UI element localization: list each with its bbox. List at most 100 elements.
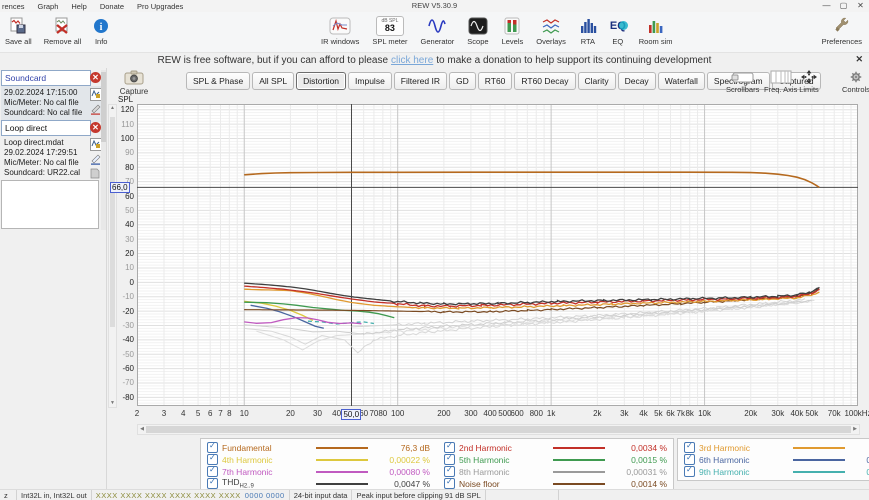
tab-all-spl[interactable]: All SPL	[252, 72, 294, 90]
distortion-plot[interactable]	[137, 104, 858, 406]
legend-checkbox[interactable]	[444, 478, 455, 489]
legend-value: 0,00031 %	[611, 467, 667, 477]
legend-value: 0,0015 %	[611, 455, 667, 465]
main-toolbar: Save all Remove all i Info IR windows	[0, 12, 869, 53]
donation-link[interactable]: click here	[391, 55, 433, 66]
freq-axis-button[interactable]: Freq. Axis	[764, 70, 797, 94]
legend-row-3rd-harmonic: 3rd Harmonic 0,0025 %	[684, 442, 869, 453]
capture-button[interactable]: Capture	[112, 70, 156, 96]
legend-line-sample	[316, 483, 368, 485]
tab-filtered-ir[interactable]: Filtered IR	[394, 72, 447, 90]
y-tick: 20	[104, 249, 134, 258]
minimize-button[interactable]: —	[818, 0, 835, 12]
y-axis-title: SPL	[118, 95, 133, 104]
scope-button[interactable]: Scope	[464, 14, 491, 48]
scrollbars-button[interactable]: Scrollbars	[726, 70, 759, 94]
notes-icon[interactable]	[90, 166, 101, 177]
legend-line-sample	[316, 447, 368, 449]
measurement-name-input[interactable]: Loop direct	[1, 120, 91, 136]
room-sim-button[interactable]: Room sim	[636, 14, 676, 48]
edit-pencil-icon[interactable]	[90, 102, 101, 113]
maximize-button[interactable]: ▢	[835, 0, 852, 12]
cursor-y-readout: 66,0	[110, 182, 130, 193]
tab-rt60[interactable]: RT60	[478, 72, 513, 90]
legend-checkbox[interactable]	[684, 466, 695, 477]
measurement-mic-cal: Mic/Meter: No cal file	[4, 98, 101, 108]
close-button[interactable]: ✕	[852, 0, 869, 12]
legend-checkbox[interactable]	[684, 442, 695, 453]
legend-label: Fundamental	[222, 443, 310, 453]
freq-axis-label: Freq. Axis	[764, 85, 797, 94]
horizontal-scrollbar[interactable]: ◀▶	[137, 424, 860, 435]
legend-line-sample	[793, 471, 845, 473]
tab-impulse[interactable]: Impulse	[348, 72, 392, 90]
scrollbars-icon	[731, 70, 755, 84]
tab-spl-phase[interactable]: SPL & Phase	[186, 72, 250, 90]
edit-pencil-icon[interactable]	[90, 152, 101, 163]
tab-distortion[interactable]: Distortion	[296, 72, 346, 90]
rta-button[interactable]: RTA	[576, 14, 600, 48]
legend-checkbox[interactable]	[684, 454, 695, 465]
remove-all-button[interactable]: Remove all	[41, 14, 85, 48]
legend-checkbox[interactable]	[444, 442, 455, 453]
measurement-info[interactable]: Loop direct.mdat 29.02.2024 17:29:51 Mic…	[1, 136, 101, 182]
y-tick: 50	[104, 206, 134, 215]
x-tick: 200	[429, 409, 459, 418]
eq-button[interactable]: EQ EQ	[607, 14, 629, 48]
room-sim-label: Room sim	[639, 37, 673, 46]
ir-windows-button[interactable]: IR windows	[318, 14, 362, 48]
status-bar: z Int32L in, Int32L out XXXX XXXX XXXX X…	[0, 489, 869, 500]
legend-line-sample	[793, 459, 845, 461]
overlays-label: Overlays	[536, 37, 566, 46]
gear-icon	[848, 70, 864, 84]
measurement-name-input[interactable]: Soundcard	[1, 70, 91, 86]
generator-button[interactable]: Generator	[418, 14, 458, 48]
tab-decay[interactable]: Decay	[618, 72, 656, 90]
legend-row-4th-harmonic: 4th Harmonic0,00022 %	[207, 454, 430, 465]
legend-label: 3rd Harmonic	[699, 443, 787, 453]
tab-waterfall[interactable]: Waterfall	[658, 72, 705, 90]
legend-value: 0,00074 %	[851, 467, 869, 477]
limits-button[interactable]: Limits	[798, 70, 820, 94]
legend-label: Noise floor	[459, 479, 547, 489]
legend-checkbox[interactable]	[444, 454, 455, 465]
generator-label: Generator	[421, 37, 455, 46]
spl-meter-button[interactable]: dB SPL83 SPL meter	[369, 14, 410, 48]
legend-line-sample	[553, 447, 605, 449]
x-tick: 2k	[582, 409, 612, 418]
tab-rt60-decay[interactable]: RT60 Decay	[514, 72, 575, 90]
controls-button[interactable]: Controls	[842, 70, 869, 94]
legend-checkbox[interactable]	[207, 442, 218, 453]
banner-close-icon[interactable]: ✕	[855, 54, 863, 65]
measurement-notes-box[interactable]	[1, 180, 99, 229]
legend-value: 0,0047 %	[374, 479, 430, 489]
legend-checkbox[interactable]	[444, 466, 455, 477]
measurement-info[interactable]: 29.02.2024 17:15:00 Mic/Meter: No cal fi…	[1, 86, 101, 122]
levels-button[interactable]: Levels	[499, 14, 527, 48]
levels-label: Levels	[502, 37, 524, 46]
banner-text-pre: REW is free software, but if you can aff…	[158, 55, 388, 66]
tab-gd[interactable]: GD	[449, 72, 476, 90]
legend-line-sample	[316, 471, 368, 473]
x-tick: 100	[383, 409, 413, 418]
save-all-label: Save all	[5, 37, 32, 46]
legend-label: 7th Harmonic	[222, 467, 310, 477]
legend-checkbox[interactable]	[207, 466, 218, 477]
info-button[interactable]: i Info	[90, 14, 112, 48]
delete-measurement-icon[interactable]: ✕	[90, 122, 101, 133]
delete-measurement-icon[interactable]: ✕	[90, 72, 101, 83]
legend-checkbox[interactable]	[207, 454, 218, 465]
legend-value: 0,00080 %	[374, 467, 430, 477]
limits-icon	[798, 70, 820, 84]
preferences-button[interactable]: Preferences	[819, 14, 865, 48]
legend-checkbox[interactable]	[207, 478, 218, 489]
banner-text-post: to make a donation to help support its c…	[436, 55, 711, 66]
status-input-bits: XXXX XXXX XXXX XXXX XXXX XXXX 0000 0000	[92, 490, 290, 500]
legend-row-6th-harmonic: 6th Harmonic0,00031 %	[684, 454, 869, 465]
save-all-button[interactable]: Save all	[2, 14, 35, 48]
legend-value: 0,0025 %	[851, 443, 869, 453]
overlays-button[interactable]: Overlays	[533, 14, 569, 48]
y-tick: -70	[104, 378, 134, 387]
tab-clarity[interactable]: Clarity	[578, 72, 616, 90]
controls-label: Controls	[842, 85, 869, 94]
